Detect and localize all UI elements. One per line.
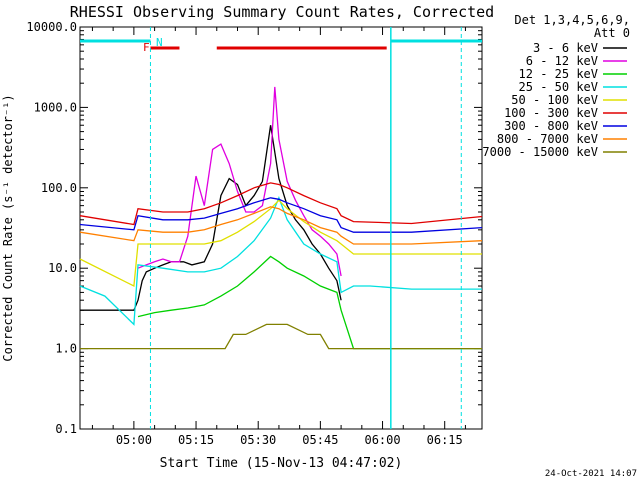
y-tick-label: 1000.0: [34, 100, 77, 114]
x-axis: 05:00 05:15 05:30 05:45 06:00 06:15: [91, 27, 466, 447]
y-axis-label: Corrected Count Rate (s⁻¹ detector⁻¹): [1, 94, 15, 361]
series-line: [137, 255, 482, 350]
x-tick-label: 05:45: [302, 433, 338, 447]
series-line: [80, 323, 482, 350]
series-line: [79, 197, 483, 233]
y-axis: 0.1 1.0 10.0 100.0 1000.0 10000.0: [26, 20, 482, 436]
series-group: [79, 86, 483, 350]
y-tick-label: 1.0: [55, 342, 77, 356]
series-line: [79, 206, 483, 245]
flag-bars: [80, 27, 482, 429]
y-tick-label: 0.1: [55, 422, 77, 436]
y-tick-label: 100.0: [41, 181, 77, 195]
x-tick-label: 05:15: [178, 433, 214, 447]
x-tick-label: 05:30: [240, 433, 276, 447]
flag-f-label: F: [143, 41, 150, 54]
legend-label: 12 - 25 keV: [519, 67, 598, 81]
chart-title: RHESSI Observing Summary Count Rates, Co…: [70, 3, 494, 21]
series-line: [79, 182, 483, 226]
x-tick-label: 05:00: [116, 433, 152, 447]
legend-label: 800 - 7000 keV: [497, 132, 598, 146]
timestamp: 24-Oct-2021 14:07: [545, 469, 637, 479]
x-tick-label: 06:15: [427, 433, 463, 447]
x-tick-label: 06:00: [364, 433, 400, 447]
legend-label: 6 - 12 keV: [526, 54, 598, 68]
legend-label: 7000 - 15000 keV: [482, 145, 598, 159]
legend-label: 50 - 100 keV: [511, 93, 598, 107]
plot-frame: [79, 26, 483, 430]
legend-label: 25 - 50 keV: [519, 80, 598, 94]
legend-label: 3 - 6 keV: [533, 41, 598, 55]
series-line: [80, 125, 342, 311]
legend-label: 300 - 800 keV: [504, 119, 598, 133]
y-tick-label: 10.0: [48, 261, 77, 275]
legend-label: 100 - 300 keV: [504, 106, 598, 120]
flag-n-label: N: [156, 36, 163, 49]
y-tick-label: 10000.0: [26, 20, 77, 34]
series-line: [79, 196, 482, 326]
series-line: [79, 199, 482, 288]
attenuator-label: Att 0: [594, 26, 630, 40]
detector-label: Det 1,3,4,5,6,9,: [514, 13, 630, 27]
x-axis-label: Start Time (15-Nov-13 04:47:02): [160, 456, 403, 471]
